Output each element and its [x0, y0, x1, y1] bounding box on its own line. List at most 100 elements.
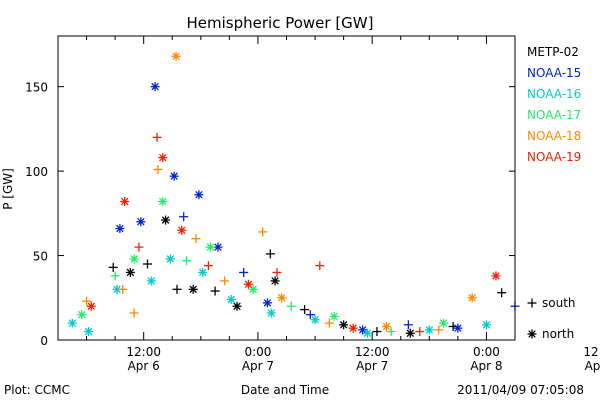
data-point-south	[300, 305, 310, 315]
data-point-south	[172, 284, 182, 294]
data-point-south	[152, 132, 162, 142]
data-point-north	[213, 242, 223, 252]
data-point-north	[232, 301, 242, 311]
x-tick-label-time: 12:00	[126, 345, 161, 359]
data-point-north	[125, 267, 135, 277]
data-point-south	[134, 242, 144, 252]
series-metp-02	[108, 215, 507, 338]
marker-legend-label: north	[542, 327, 574, 341]
data-point-north	[188, 284, 198, 294]
series-noaa-19	[86, 132, 501, 337]
data-point-north	[439, 318, 449, 328]
x-tick-label-date: Apr 8	[470, 359, 502, 373]
marker-legend-label: south	[542, 296, 576, 310]
data-point-south	[415, 327, 425, 337]
data-point-south	[315, 261, 325, 271]
data-point-north	[226, 294, 236, 304]
x-tick-label-date: Apr 7	[356, 359, 388, 373]
data-point-south	[434, 325, 444, 335]
legend-entry: NOAA-17	[527, 108, 581, 122]
data-point-south	[258, 227, 268, 237]
data-point-south	[191, 234, 201, 244]
y-tick-label: 150	[25, 81, 48, 95]
data-point-south	[118, 284, 128, 294]
data-point-north	[358, 325, 368, 335]
data-point-north	[198, 267, 208, 277]
data-point-south	[108, 262, 118, 272]
data-point-north	[120, 197, 130, 207]
data-point-north	[171, 51, 181, 61]
x-tick-label-time: 12:00	[355, 345, 390, 359]
data-point-north	[115, 224, 125, 234]
legend-entry: NOAA-15	[527, 66, 581, 80]
y-tick-label: 0	[40, 334, 48, 348]
data-point-north	[277, 293, 287, 303]
data-point-north	[150, 82, 160, 92]
series-noaa-17	[77, 197, 449, 337]
plot-timestamp: 2011/04/09 07:05:08	[457, 383, 584, 397]
data-point-south	[286, 301, 296, 311]
data-point-south	[403, 320, 413, 330]
series-noaa-18	[82, 51, 477, 335]
legend-entry: NOAA-19	[527, 150, 581, 164]
data-point-south	[210, 286, 220, 296]
data-point-north	[177, 225, 187, 235]
data-point-north	[362, 328, 372, 338]
north-marker-icon	[527, 329, 537, 339]
data-point-north	[424, 325, 434, 335]
data-point-north	[158, 197, 168, 207]
south-marker-icon	[527, 298, 537, 308]
legend-entry: METP-02	[527, 45, 579, 59]
data-point-north	[129, 254, 139, 264]
data-points	[67, 51, 520, 338]
data-point-north	[348, 323, 358, 333]
data-point-south	[153, 164, 163, 174]
data-point-north	[158, 153, 168, 163]
data-point-north	[77, 310, 87, 320]
x-tick-label-time: 0:00	[473, 345, 500, 359]
y-tick-label: 50	[33, 250, 48, 264]
data-point-south	[265, 249, 275, 259]
plot-credit: Plot: CCMC	[4, 383, 70, 397]
data-point-north	[329, 311, 339, 321]
y-tick-label: 100	[25, 165, 48, 179]
x-tick-label-date: Apr 8	[585, 359, 600, 373]
data-point-north	[194, 190, 204, 200]
data-point-north	[243, 279, 253, 289]
data-point-south	[203, 261, 213, 271]
data-point-south	[497, 288, 507, 298]
x-tick-label-date: Apr 7	[242, 359, 274, 373]
data-point-north	[481, 320, 491, 330]
data-point-south	[324, 318, 334, 328]
series-noaa-15	[115, 82, 520, 335]
data-point-north	[169, 171, 179, 181]
data-point-south	[305, 310, 315, 320]
data-point-south	[239, 267, 249, 277]
data-point-south	[386, 327, 396, 337]
data-point-north	[270, 276, 280, 286]
data-point-north	[67, 318, 77, 328]
x-axis-label: Date and Time	[241, 383, 329, 397]
plot-frame	[57, 35, 516, 341]
data-point-south	[110, 271, 120, 281]
data-point-south	[179, 212, 189, 222]
data-point-south	[142, 259, 152, 269]
data-point-north	[146, 276, 156, 286]
x-tick-label-time: 12:00	[583, 345, 600, 359]
data-point-north	[205, 242, 215, 252]
x-tick-label-time: 0:00	[244, 345, 271, 359]
x-tick-label-date: Apr 6	[128, 359, 160, 373]
data-point-south	[129, 308, 139, 318]
data-point-north	[339, 320, 349, 330]
data-point-north	[165, 254, 175, 264]
data-point-south	[82, 296, 92, 306]
data-point-south	[182, 256, 192, 266]
data-point-north	[262, 298, 272, 308]
data-point-north	[266, 308, 276, 318]
data-point-north	[86, 301, 96, 311]
data-point-north	[83, 327, 93, 337]
data-point-north	[310, 315, 320, 325]
